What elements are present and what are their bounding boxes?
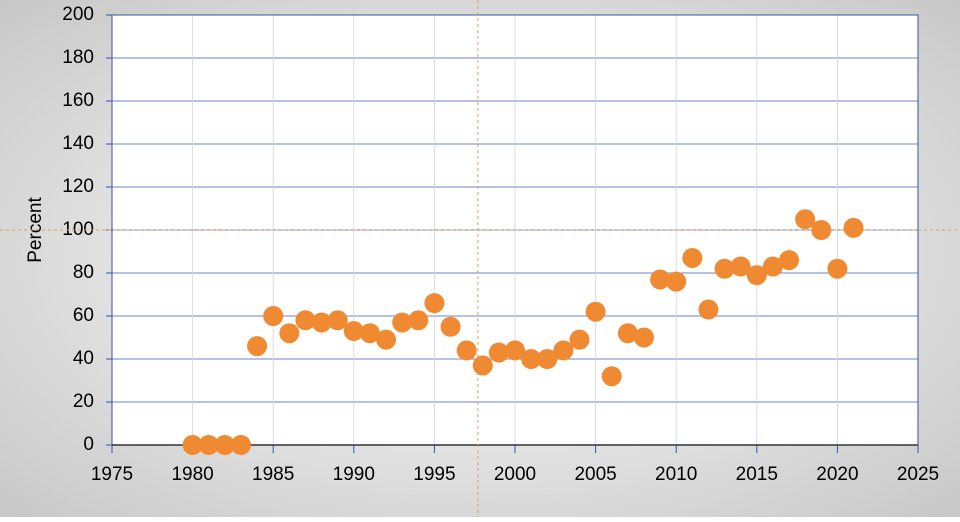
point bbox=[553, 340, 574, 361]
point bbox=[182, 435, 203, 455]
point bbox=[263, 306, 284, 326]
point bbox=[311, 312, 332, 333]
point bbox=[617, 323, 638, 344]
point bbox=[214, 435, 235, 455]
y-tick-label: 60 bbox=[73, 305, 94, 326]
point bbox=[762, 256, 783, 277]
y-tick-label: 80 bbox=[73, 262, 94, 283]
x-tick-label: 1990 bbox=[333, 464, 375, 485]
point bbox=[811, 220, 832, 240]
y-tick-label: 160 bbox=[62, 90, 94, 111]
point bbox=[392, 312, 413, 333]
point bbox=[472, 355, 493, 376]
point bbox=[505, 340, 525, 361]
y-tick-label: 0 bbox=[83, 434, 94, 455]
point bbox=[779, 250, 800, 271]
point bbox=[440, 316, 461, 337]
point bbox=[795, 209, 816, 230]
point bbox=[327, 310, 348, 331]
point bbox=[650, 269, 671, 290]
point bbox=[230, 435, 251, 455]
point bbox=[376, 329, 397, 350]
point bbox=[714, 258, 735, 279]
point bbox=[682, 247, 703, 268]
x-tick-label: 2020 bbox=[816, 464, 858, 485]
point bbox=[456, 340, 477, 361]
y-tick-label: 180 bbox=[62, 47, 94, 68]
y-tick-label: 140 bbox=[62, 133, 94, 154]
point bbox=[666, 271, 687, 292]
point bbox=[408, 310, 429, 331]
x-tick-label: 1980 bbox=[171, 464, 213, 485]
point bbox=[698, 299, 719, 320]
x-tick-label: 2000 bbox=[494, 464, 536, 485]
x-tick-label: 2025 bbox=[897, 464, 939, 485]
point bbox=[343, 321, 364, 342]
point bbox=[537, 349, 558, 369]
point bbox=[601, 366, 622, 387]
point bbox=[295, 310, 316, 331]
y-tick-label: 120 bbox=[62, 176, 94, 197]
point bbox=[730, 256, 751, 277]
point bbox=[746, 265, 767, 286]
x-tick-label: 2010 bbox=[655, 464, 697, 485]
point bbox=[633, 327, 654, 348]
point bbox=[247, 336, 268, 357]
y-axis-title: Percent bbox=[25, 197, 46, 263]
point bbox=[521, 349, 542, 369]
point bbox=[424, 293, 445, 314]
x-tick-label: 1995 bbox=[413, 464, 455, 485]
point bbox=[198, 435, 219, 455]
x-tick-label: 1985 bbox=[252, 464, 294, 485]
point bbox=[359, 323, 380, 344]
point bbox=[569, 329, 590, 350]
x-tick-label: 2005 bbox=[574, 464, 616, 485]
point bbox=[585, 301, 606, 322]
point bbox=[843, 217, 864, 238]
y-tick-label: 40 bbox=[73, 348, 94, 369]
point bbox=[488, 342, 509, 363]
y-tick-label: 200 bbox=[62, 4, 94, 25]
y-tick-label: 20 bbox=[73, 391, 94, 412]
point bbox=[279, 323, 300, 344]
x-tick-label: 1975 bbox=[91, 464, 133, 485]
x-tick-label: 2015 bbox=[736, 464, 778, 485]
point bbox=[827, 258, 848, 279]
